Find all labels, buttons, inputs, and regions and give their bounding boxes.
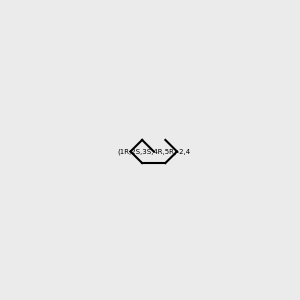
Text: (1R,2S,3S,4R,5R)-2,4: (1R,2S,3S,4R,5R)-2,4: [117, 148, 190, 155]
